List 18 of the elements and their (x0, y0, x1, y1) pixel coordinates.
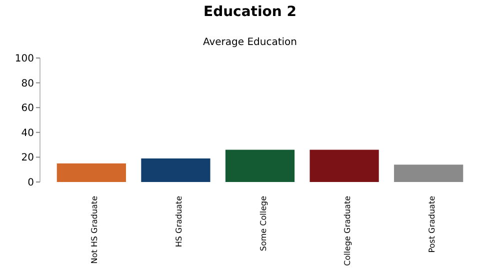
x-tick-label: Not HS Graduate (90, 196, 100, 264)
bar (310, 150, 379, 182)
bar (225, 150, 295, 182)
y-tick-label: 40 (21, 128, 34, 139)
x-tick-label: HS Graduate (174, 196, 184, 248)
chart-title: Education 2 (204, 4, 296, 20)
y-tick-label: 100 (14, 54, 34, 64)
y-tick-label: 0 (28, 178, 34, 188)
bar (56, 163, 126, 182)
x-tick-label: College Graduate (343, 196, 352, 266)
bar (394, 164, 464, 182)
y-tick-label: 60 (21, 103, 34, 114)
bar (141, 158, 210, 182)
x-tick-label: Post Graduate (427, 196, 436, 253)
y-tick-label: 20 (21, 152, 34, 164)
y-tick-label: 80 (21, 78, 34, 90)
x-tick-label: Some College (258, 196, 268, 252)
chart-subtitle: Average Education (202, 37, 298, 48)
